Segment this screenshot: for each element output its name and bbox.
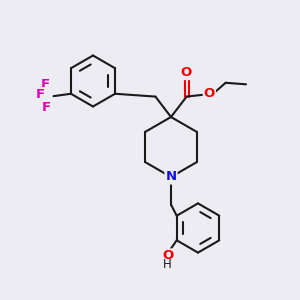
Text: O: O — [204, 87, 215, 100]
Text: O: O — [162, 249, 173, 262]
Text: O: O — [180, 66, 192, 79]
Text: F: F — [41, 101, 51, 114]
Text: N: N — [165, 170, 177, 184]
Text: H: H — [163, 258, 172, 271]
Text: F: F — [40, 78, 50, 91]
Text: F: F — [35, 88, 45, 101]
